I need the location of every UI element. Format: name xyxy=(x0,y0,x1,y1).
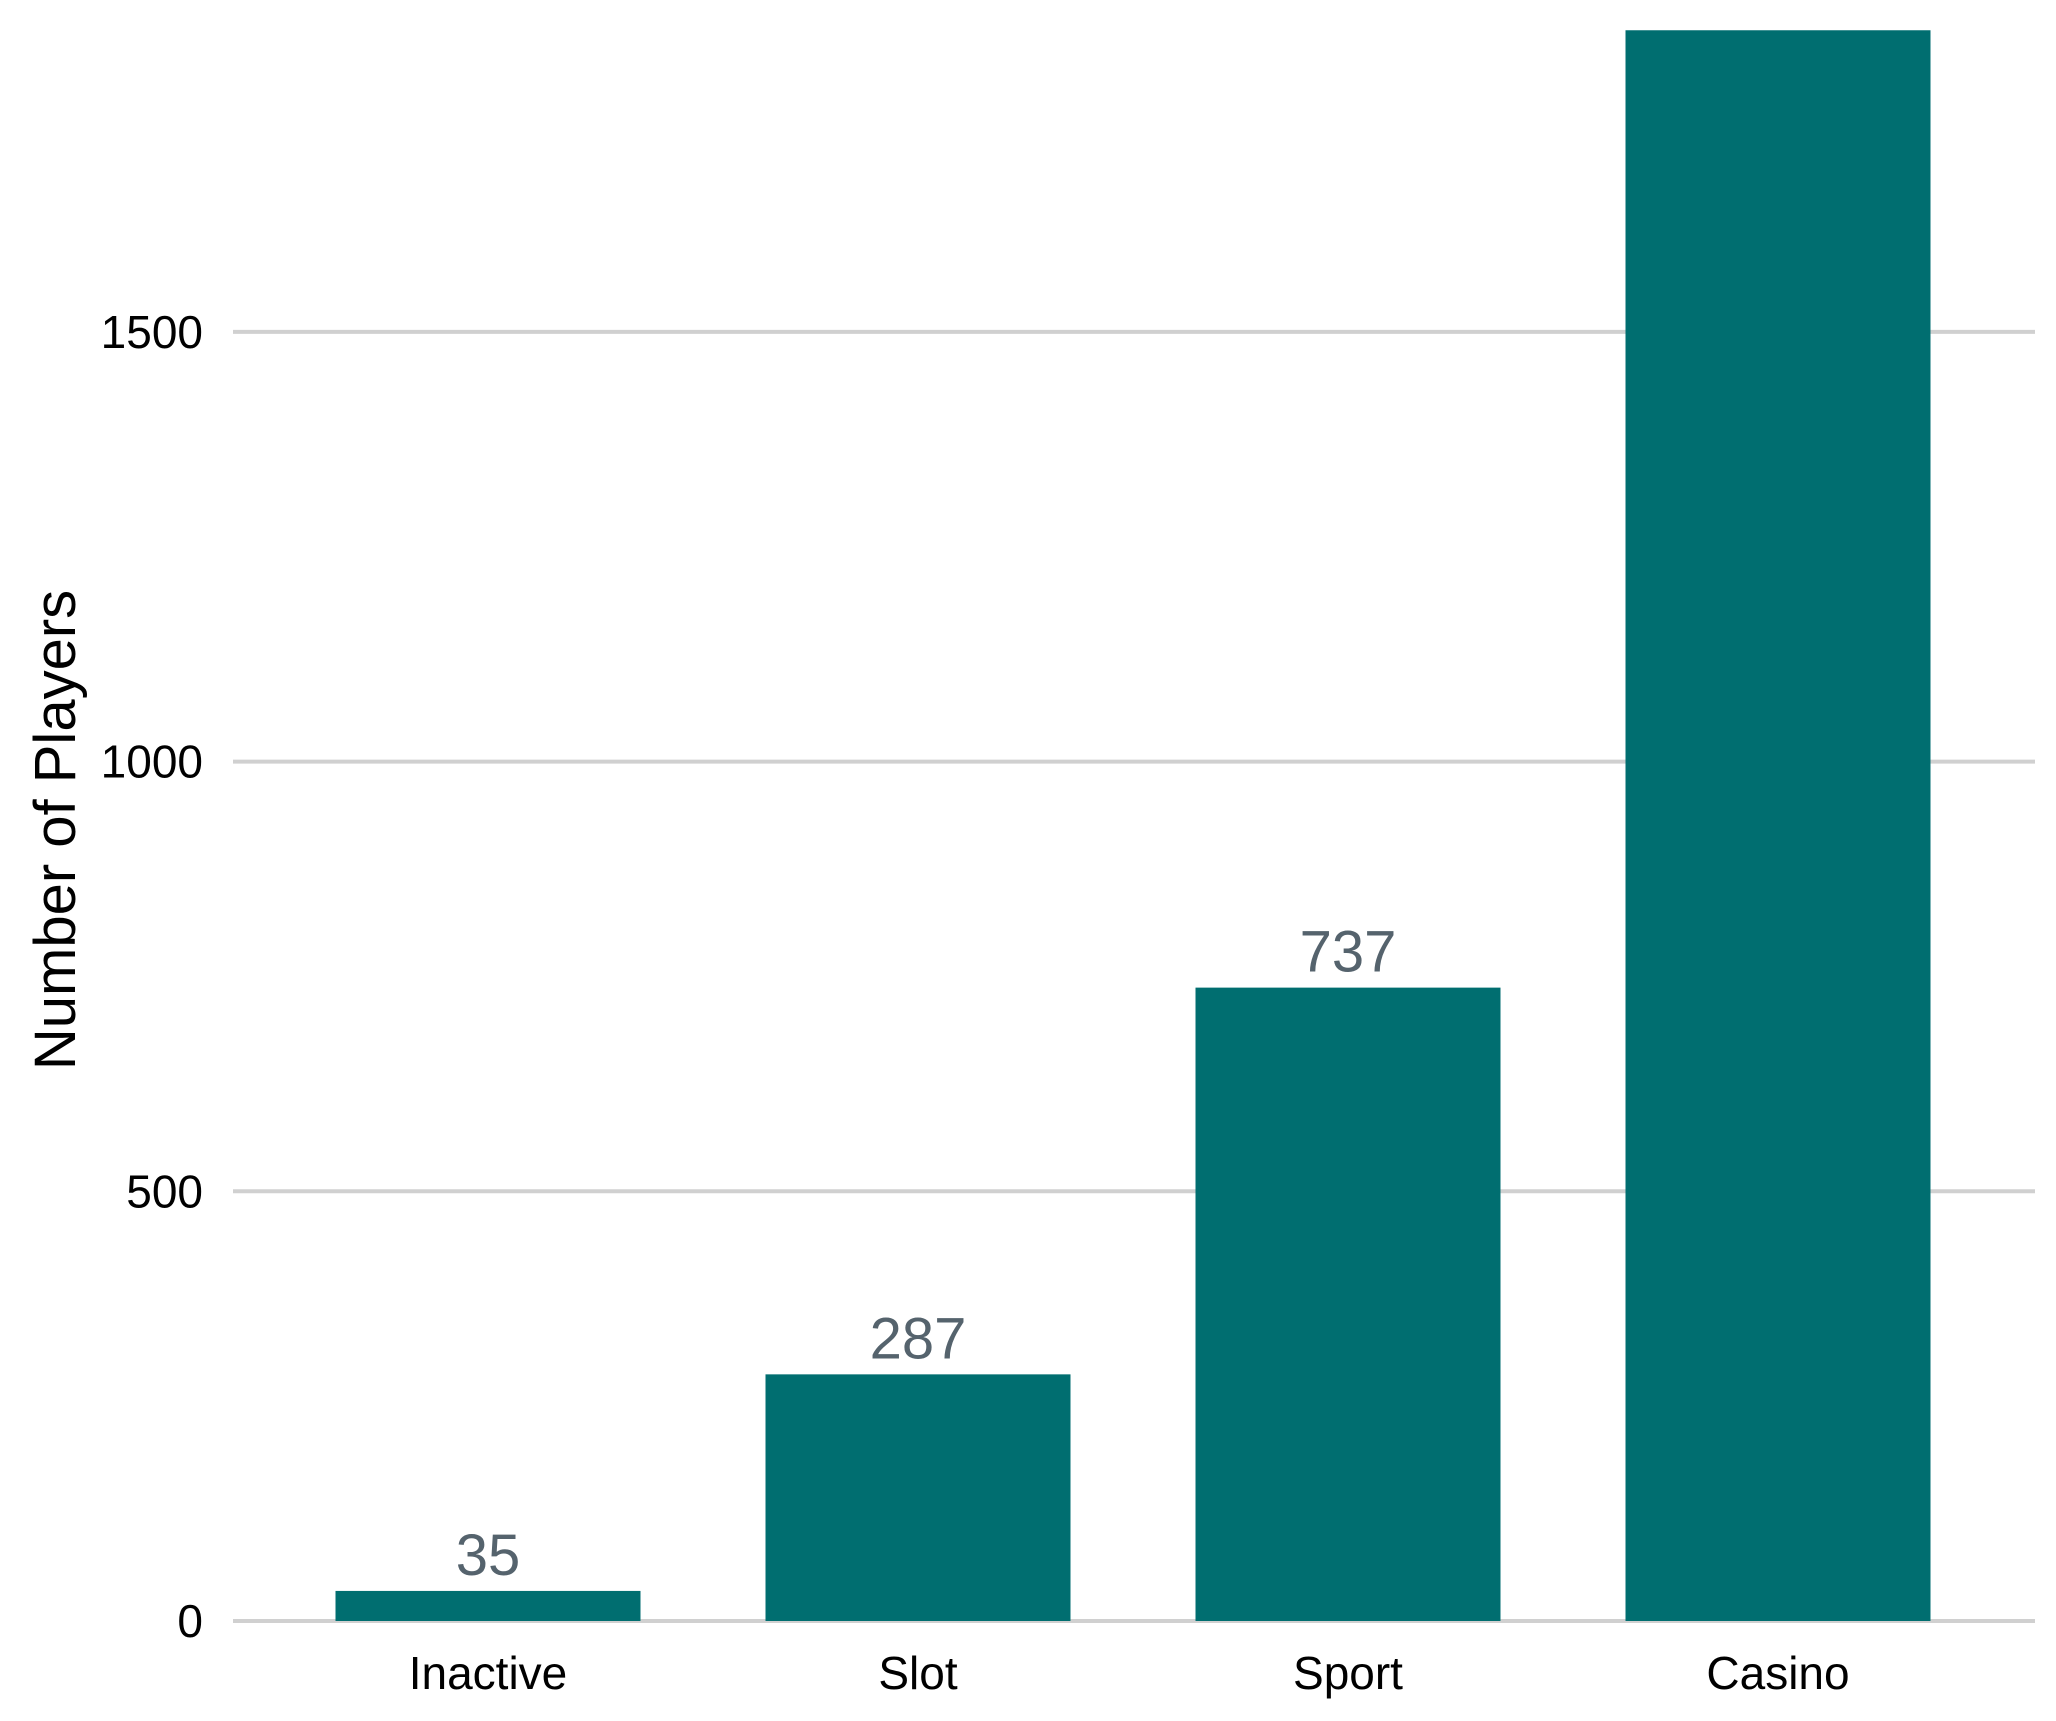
x-tick-label-slot: Slot xyxy=(878,1647,957,1699)
x-tick-label-inactive: Inactive xyxy=(409,1647,568,1699)
y-tick-label: 500 xyxy=(126,1165,203,1217)
x-tick-label-casino: Casino xyxy=(1706,1647,1849,1699)
x-axis-ticks: Inactive Slot Sport Casino xyxy=(409,1647,1850,1699)
y-axis-ticks: 0 500 1000 1500 xyxy=(101,306,203,1647)
x-tick-label-sport: Sport xyxy=(1293,1647,1403,1699)
y-tick-label: 1500 xyxy=(101,306,203,358)
bar-sport xyxy=(1195,987,1501,1621)
bars xyxy=(335,30,1931,1621)
data-labels: 35 287 737 xyxy=(456,920,1397,1588)
bar-slot xyxy=(765,1374,1071,1621)
bar-inactive xyxy=(335,1590,641,1621)
y-tick-label: 0 xyxy=(177,1595,203,1647)
y-axis-title: Number of Players xyxy=(23,590,88,1070)
data-label-slot: 287 xyxy=(870,1306,967,1371)
data-label-inactive: 35 xyxy=(456,1523,521,1588)
bar-casino xyxy=(1625,30,1931,1621)
y-tick-label: 1000 xyxy=(101,736,203,788)
data-label-sport: 737 xyxy=(1300,920,1397,985)
